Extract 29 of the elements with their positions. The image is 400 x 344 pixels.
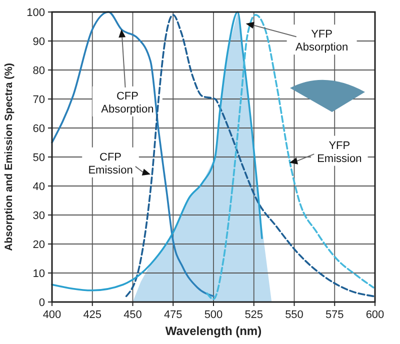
y-tick-label: 40 — [32, 181, 45, 193]
y-tick-label: 70 — [32, 94, 45, 106]
line-series — [51, 11, 263, 292]
x-tick-label: 525 — [244, 309, 264, 321]
x-axis-title: Wavelength (nm) — [165, 324, 262, 338]
annotation: CFP Emission — [88, 151, 133, 176]
x-tick-label: 450 — [124, 309, 142, 321]
x-tick-label: 425 — [83, 309, 102, 321]
y-tick-label: 50 — [32, 152, 45, 164]
y-tick-label: 0 — [38, 297, 45, 309]
x-tick-label: 400 — [42, 309, 62, 321]
x-tick-label: 475 — [164, 309, 182, 321]
x-tick-label: 550 — [285, 309, 304, 321]
x-tick-label: 600 — [366, 309, 384, 321]
annotation: CFP Absorption — [101, 90, 154, 116]
line-series — [51, 11, 214, 298]
y-axis-title: Absorption and Emission Spectra (%) — [3, 63, 15, 251]
y-tick-label: 10 — [32, 268, 45, 280]
x-tick-label: 500 — [204, 309, 223, 321]
y-tick-label: 90 — [32, 36, 45, 48]
y-tick-label: 80 — [32, 65, 45, 77]
annotation: YFP Emission — [317, 140, 362, 165]
y-tick-label: 60 — [32, 123, 45, 135]
y-tick-label: 30 — [32, 210, 45, 222]
y-tick-label: 100 — [26, 7, 45, 19]
line-series — [206, 14, 374, 300]
x-tick-label: 575 — [325, 309, 344, 321]
annotation: YFP Absorption — [296, 28, 348, 54]
y-tick-label: 20 — [32, 239, 45, 251]
